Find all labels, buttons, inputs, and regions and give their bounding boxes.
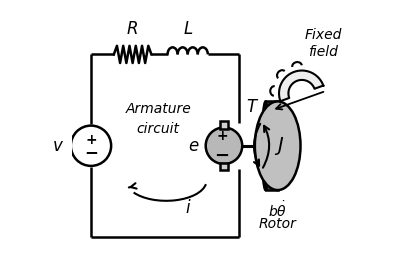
Circle shape	[71, 126, 111, 166]
Text: −: −	[215, 147, 230, 165]
FancyBboxPatch shape	[220, 121, 228, 129]
Ellipse shape	[255, 102, 301, 190]
Text: θ: θ	[263, 105, 271, 119]
Text: −: −	[84, 143, 98, 161]
Text: R: R	[127, 20, 138, 38]
Text: T: T	[246, 98, 256, 116]
Circle shape	[206, 127, 242, 164]
Text: Armature
circuit: Armature circuit	[125, 102, 191, 136]
Polygon shape	[266, 102, 278, 190]
Text: +: +	[216, 129, 228, 143]
Text: J: J	[278, 136, 283, 155]
Text: +: +	[85, 133, 97, 147]
Text: L: L	[183, 20, 192, 38]
Text: e: e	[188, 137, 199, 155]
Text: Fixed
field: Fixed field	[305, 28, 342, 59]
Text: v: v	[53, 137, 63, 155]
Text: $b\dot{\theta}$: $b\dot{\theta}$	[268, 201, 287, 221]
Text: i: i	[185, 198, 190, 217]
Polygon shape	[279, 70, 323, 101]
Text: Rotor: Rotor	[259, 217, 297, 231]
Ellipse shape	[262, 102, 269, 190]
FancyBboxPatch shape	[220, 163, 228, 170]
